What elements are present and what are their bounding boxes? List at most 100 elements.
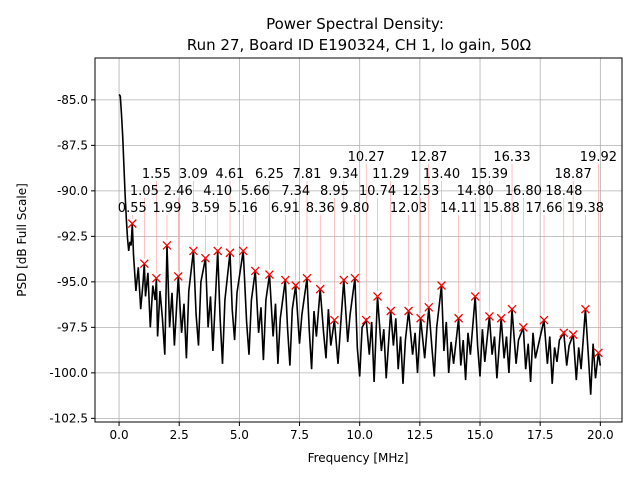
x-marker-icon bbox=[315, 284, 325, 294]
peak-label: 2.46 bbox=[164, 184, 193, 199]
peak-marker: 5.16 bbox=[229, 201, 258, 256]
peak-marker: 7.81 bbox=[293, 167, 321, 283]
x-marker-icon bbox=[127, 219, 137, 229]
x-marker-icon bbox=[568, 330, 578, 340]
peak-marker: 12.87 bbox=[410, 150, 447, 312]
peak-label: 4.61 bbox=[216, 167, 245, 182]
peak-label: 7.34 bbox=[281, 184, 310, 199]
peak-markers: 0.55 1.05 1.55 1.99 2.46 3.09 3.59 4.10 4.61 5.16… bbox=[118, 150, 617, 358]
peak-label: 8.95 bbox=[320, 184, 349, 199]
peak-marker: 14.80 bbox=[457, 184, 494, 301]
peak-marker: 1.55 bbox=[142, 167, 171, 283]
peak-label: 12.53 bbox=[402, 184, 439, 199]
x-tick-label: 5.0 bbox=[230, 428, 249, 442]
peak-marker: 8.36 bbox=[306, 201, 335, 294]
peak-marker: 14.11 bbox=[440, 201, 477, 323]
y-tick-label: -102.5 bbox=[49, 411, 88, 425]
peak-marker: 0.55 bbox=[118, 201, 147, 229]
peak-label: 10.27 bbox=[348, 150, 385, 165]
peak-label: 15.88 bbox=[483, 201, 520, 216]
y-axis: -85.0 -87.5 -90.0 -92.5 -95.0 -97.5 -100.0 -102… bbox=[49, 93, 95, 425]
peak-marker: 17.66 bbox=[525, 201, 563, 325]
chart-title: Power Spectral Density: bbox=[266, 15, 444, 33]
peak-label: 9.80 bbox=[340, 201, 369, 216]
x-marker-icon bbox=[291, 281, 301, 290]
x-marker-icon bbox=[437, 281, 446, 290]
x-marker-icon bbox=[280, 275, 290, 285]
x-marker-icon bbox=[238, 246, 248, 256]
peak-label: 16.33 bbox=[493, 150, 530, 165]
peak-label: 19.38 bbox=[567, 201, 604, 216]
x-marker-icon bbox=[496, 313, 506, 323]
x-marker-icon bbox=[265, 270, 274, 280]
peak-marker: 18.48 bbox=[545, 184, 582, 338]
y-axis-label: PSD [dB Full Scale] bbox=[15, 183, 29, 297]
peak-marker: 7.34 bbox=[281, 184, 310, 290]
x-marker-icon bbox=[339, 275, 349, 285]
x-marker-icon bbox=[484, 311, 494, 321]
peak-label: 4.10 bbox=[203, 184, 232, 199]
x-marker-icon bbox=[539, 315, 549, 325]
x-marker-icon bbox=[302, 273, 312, 283]
peak-label: 6.25 bbox=[255, 167, 284, 182]
peak-label: 18.48 bbox=[545, 184, 582, 199]
x-marker-icon bbox=[424, 302, 434, 312]
peak-leader-lines bbox=[131, 164, 599, 348]
peak-label: 3.59 bbox=[191, 201, 220, 216]
peak-marker: 15.88 bbox=[483, 201, 520, 323]
peak-marker: 3.59 bbox=[191, 201, 220, 263]
x-marker-icon bbox=[200, 253, 210, 263]
peak-label: 14.80 bbox=[457, 184, 494, 199]
peak-marker: 5.66 bbox=[241, 184, 270, 276]
peak-marker: 9.34 bbox=[329, 167, 358, 285]
x-tick-label: 20.0 bbox=[587, 428, 614, 442]
peak-label: 11.29 bbox=[372, 167, 409, 182]
x-marker-icon bbox=[580, 304, 590, 314]
peak-label: 12.03 bbox=[390, 201, 427, 216]
y-tick-label: -97.5 bbox=[57, 320, 88, 334]
x-marker-icon bbox=[593, 348, 603, 358]
peak-marker: 11.29 bbox=[372, 167, 409, 316]
y-tick-label: -85.0 bbox=[57, 93, 88, 107]
plot-frame bbox=[94, 57, 623, 423]
peak-marker: 10.27 bbox=[348, 150, 385, 325]
peak-marker: 4.61 bbox=[216, 167, 245, 258]
x-tick-label: 17.5 bbox=[527, 428, 554, 442]
x-axis: 0.0 2.5 5.0 7.5 10.0 12.5 15.0 17.5 20.0 bbox=[110, 422, 614, 442]
x-marker-icon bbox=[386, 306, 396, 316]
x-marker-icon bbox=[250, 266, 260, 276]
y-tick-label: -92.5 bbox=[57, 229, 88, 243]
peak-marker: 8.95 bbox=[320, 184, 349, 325]
x-marker-icon bbox=[329, 315, 339, 325]
peak-marker: 12.53 bbox=[402, 184, 439, 323]
x-marker-icon bbox=[454, 313, 464, 323]
peak-marker: 6.25 bbox=[255, 167, 284, 280]
peak-label: 15.39 bbox=[471, 167, 508, 182]
x-marker-icon bbox=[151, 273, 161, 283]
peak-marker: 2.46 bbox=[164, 184, 193, 281]
x-marker-icon bbox=[162, 241, 172, 250]
peak-marker: 6.91 bbox=[271, 201, 300, 285]
peak-marker: 16.80 bbox=[505, 184, 542, 332]
x-marker-icon bbox=[404, 306, 414, 316]
x-marker-icon bbox=[188, 246, 198, 256]
peak-marker: 10.74 bbox=[359, 184, 396, 301]
peak-label: 12.87 bbox=[410, 150, 447, 165]
peak-label: 18.87 bbox=[555, 167, 592, 182]
peak-marker: 4.10 bbox=[203, 184, 232, 256]
peak-marker: 15.39 bbox=[471, 167, 508, 321]
peak-marker: 12.03 bbox=[390, 201, 427, 316]
x-marker-icon bbox=[139, 259, 149, 269]
peak-label: 1.55 bbox=[142, 167, 171, 182]
peak-marker: 18.87 bbox=[555, 167, 592, 340]
peak-label: 1.99 bbox=[153, 201, 182, 216]
peak-label: 0.55 bbox=[118, 201, 147, 216]
peak-label: 6.91 bbox=[271, 201, 300, 216]
peak-label: 3.09 bbox=[179, 167, 208, 182]
peak-label: 9.34 bbox=[329, 167, 358, 182]
peak-marker: 9.80 bbox=[340, 201, 369, 283]
x-marker-icon bbox=[213, 246, 223, 256]
x-marker-icon bbox=[373, 291, 382, 301]
y-tick-label: -90.0 bbox=[57, 184, 88, 198]
